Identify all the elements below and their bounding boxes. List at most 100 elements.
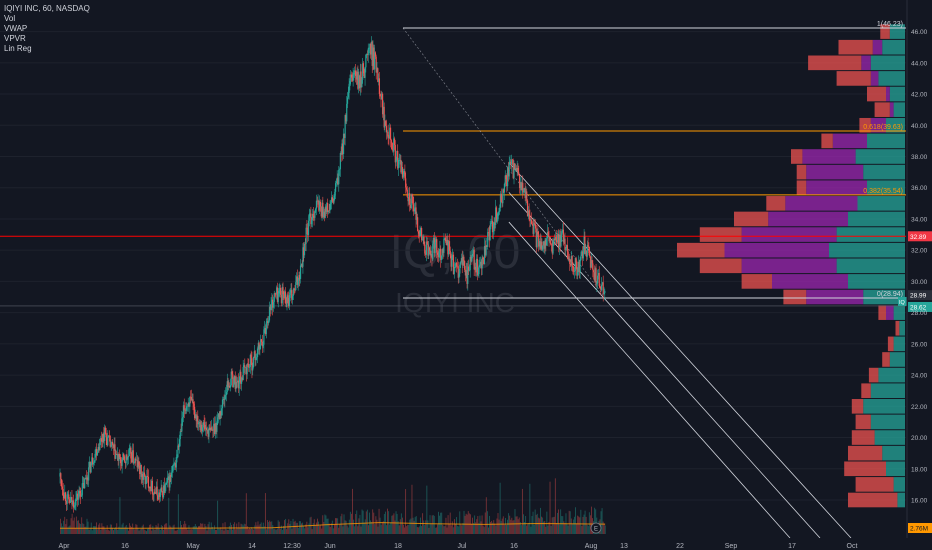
- candle-body: [539, 241, 541, 249]
- volume-profile-bar-down: [867, 86, 886, 102]
- candle-body: [178, 445, 180, 447]
- volume-bar: [104, 528, 106, 534]
- regression-channel-line[interactable]: [508, 192, 821, 539]
- volume-bar: [602, 521, 604, 534]
- volume-bar: [196, 528, 198, 534]
- volume-bar: [455, 523, 456, 534]
- candle-body: [242, 367, 244, 381]
- price-axis[interactable]: 46.00 44.00 42.00 40.00 38.00 36.00 34.00 32.00…: [906, 0, 928, 538]
- volume-bar: [311, 529, 313, 534]
- indicator-vol[interactable]: Vol: [4, 14, 16, 23]
- drawing-lines[interactable]: 1(46.23) 0.618(39.63) 0.382(35.54) 0(28.94): [0, 21, 906, 539]
- volume-bar: [267, 520, 268, 534]
- candle-body: [321, 202, 323, 217]
- volume-bar: [185, 523, 187, 534]
- candle-body: [208, 427, 210, 437]
- candle-body: [357, 71, 359, 89]
- volume-bar: [352, 488, 353, 534]
- volume-profile-bar-up: [870, 55, 905, 71]
- candle-body: [456, 262, 458, 266]
- candle-body: [201, 427, 204, 432]
- volume-bar: [249, 528, 250, 534]
- regression-channel-line[interactable]: [508, 221, 791, 539]
- volume-bar: [258, 525, 260, 534]
- symbol-title[interactable]: IQIYI INC, 60, NASDAQ: [4, 4, 90, 13]
- volume-bar: [225, 528, 227, 534]
- volume-bar: [515, 516, 517, 534]
- candle-body: [414, 207, 416, 209]
- candle-body: [514, 168, 517, 170]
- candle-body: [546, 238, 548, 246]
- volume-bar: [68, 526, 70, 534]
- candle-body: [436, 239, 438, 253]
- candle-body: [92, 457, 94, 465]
- candle-body: [287, 295, 289, 298]
- time-tick-label: 14: [248, 543, 256, 550]
- volume-bar: [81, 517, 83, 534]
- volume-bar: [579, 517, 581, 534]
- candle-body: [174, 462, 176, 465]
- candle-body: [360, 71, 362, 88]
- volume-bar: [91, 530, 93, 534]
- candle-body: [334, 191, 336, 196]
- earnings-marker-icon[interactable]: [590, 522, 602, 534]
- volume-bar: [348, 519, 350, 534]
- volume-bar: [511, 517, 513, 534]
- volume-bar: [304, 528, 306, 534]
- symbol-tag-bg[interactable]: [898, 296, 907, 306]
- candle-body: [158, 492, 160, 500]
- volume-bar: [581, 526, 583, 534]
- candle-body: [60, 473, 62, 480]
- regression-channel-line[interactable]: [508, 162, 852, 539]
- candle-body: [66, 494, 68, 504]
- candle-body: [363, 73, 365, 78]
- volume-bar: [313, 519, 315, 534]
- candle-body: [191, 399, 193, 401]
- candle-body: [572, 265, 574, 268]
- volume-bar: [245, 493, 247, 534]
- candle-body: [509, 161, 511, 163]
- volume-bar: [294, 520, 296, 534]
- time-axis[interactable]: Apr 16 May 14 12:30 Jun 18 Jul 16 Aug 13 22 Sep 17 Oct: [0, 538, 932, 550]
- symbol-tag[interactable]: IQ: [899, 300, 906, 306]
- candle-body: [376, 68, 378, 73]
- candle-body: [441, 249, 443, 256]
- volume-profile-bar-mid: [724, 242, 829, 258]
- volume-bar: [276, 528, 278, 534]
- candle-body: [557, 234, 559, 243]
- candle-body: [474, 266, 476, 270]
- candle-body: [157, 495, 159, 500]
- volume-profile-bar-up: [882, 39, 905, 55]
- candle-body: [131, 458, 133, 462]
- volume-bar: [132, 523, 134, 534]
- last-price-badge: 28.62: [910, 304, 927, 311]
- candle-body: [569, 259, 571, 264]
- volume-profile-bar-mid: [886, 305, 894, 320]
- volume-bar: [297, 527, 299, 534]
- volume-bar: [560, 509, 562, 534]
- candle-body: [375, 56, 377, 73]
- candle-body: [320, 206, 322, 217]
- candle-body: [129, 447, 131, 451]
- volume-bar: [577, 515, 579, 534]
- candle-body: [60, 479, 63, 487]
- volume-bar: [390, 522, 392, 534]
- indicator-lin-reg[interactable]: Lin Reg: [4, 44, 32, 53]
- volume-bar: [312, 523, 314, 534]
- candle-body: [417, 217, 419, 232]
- indicator-vpvr[interactable]: VPVR: [4, 34, 26, 43]
- volume-bar: [272, 525, 274, 534]
- volume-bar: [247, 529, 249, 534]
- candle-body: [549, 240, 551, 242]
- candle-body: [108, 435, 110, 437]
- volume-bar: [184, 521, 186, 534]
- candle-body: [199, 422, 201, 431]
- volume-profile-bar-down: [880, 24, 890, 39]
- candle-body: [209, 427, 211, 429]
- candle-body: [314, 211, 316, 218]
- volume-bar: [407, 524, 409, 534]
- candle-body: [369, 43, 371, 48]
- indicator-vwap[interactable]: VWAP: [4, 24, 28, 33]
- candle-body: [368, 47, 370, 49]
